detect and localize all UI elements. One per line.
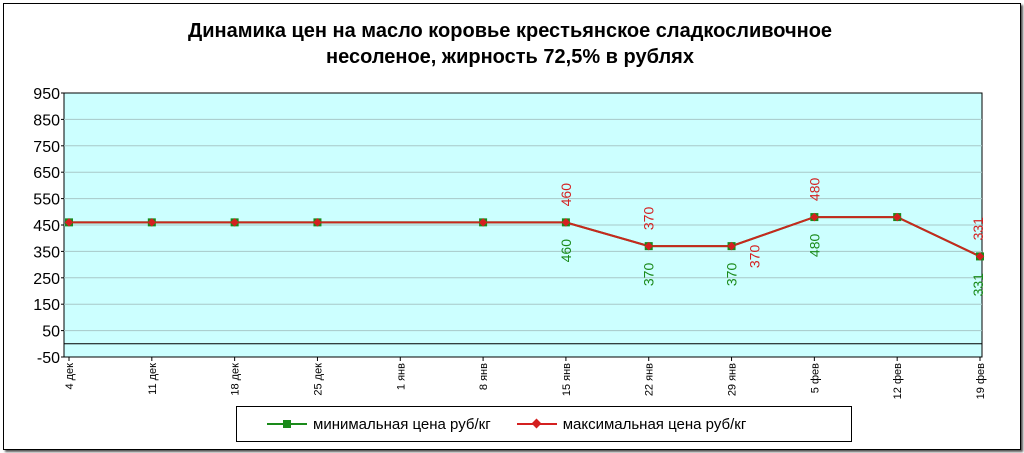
legend-item-min: минимальная цена руб/кг [267,416,491,433]
data-label-max: 370 [641,207,657,231]
data-label-min: 480 [806,234,822,258]
x-tick-label: 11 дек [147,363,159,395]
data-label-min: 331 [970,273,986,297]
chart-title-line-2: несоленое, жирность 72,5% в рублях [326,46,694,68]
chart-legend: минимальная цена руб/кг максимальная цен… [236,406,852,442]
x-tick-label: 5 фев [809,363,821,393]
legend-label-max: максимальная цена руб/кг [562,415,747,433]
x-tick-label: 1 янв [395,363,407,390]
y-tick-label: 50 [42,324,60,341]
y-tick-label: 250 [33,271,60,288]
data-label-min: 370 [641,263,657,287]
legend-label-min: минимальная цена руб/кг [313,415,491,433]
y-tick-label: 350 [33,244,60,261]
data-label-min: 370 [724,263,740,287]
y-tick-label: 150 [33,297,60,314]
y-tick-label: -50 [37,350,60,367]
x-tick-label: 8 янв [478,363,490,390]
series-marker-max [147,218,157,227]
data-label-max: 331 [970,217,986,241]
chart-title: Динамика цен на масло коровье крестьянск… [60,18,960,70]
y-tick-label: 550 [33,192,60,209]
y-tick-label: 450 [33,218,60,235]
x-tick-label: 22 янв [644,363,656,396]
legend-item-max: максимальная цена руб/кг [516,415,747,433]
legend-marker-max [516,418,557,430]
x-tick-label: 25 дек [312,363,324,396]
x-tick-label: 18 дек [230,363,242,396]
data-label-min: 460 [558,239,574,263]
y-tick-label: 650 [33,165,60,182]
y-tick-label: 850 [33,112,60,129]
y-tick-label: 750 [33,139,60,156]
x-tick-label: 19 фев [975,363,987,399]
series-marker-max [313,218,322,227]
x-tick-label: 29 янв [727,363,739,396]
legend-marker-min [267,418,307,430]
data-label-max: 460 [558,183,574,207]
y-tick-label: 950 [33,86,60,103]
data-label-max: 480 [806,178,822,202]
data-label-max: 370 [747,245,763,269]
series-marker-max [478,218,488,227]
x-tick-label: 15 янв [561,363,573,396]
series-marker-max [64,218,74,227]
series-marker-max [230,218,239,227]
x-tick-label: 4 дек [64,363,76,390]
chart-title-line-1: Динамика цен на масло коровье крестьянск… [187,20,833,42]
x-tick-label: 12 фев [892,363,904,399]
